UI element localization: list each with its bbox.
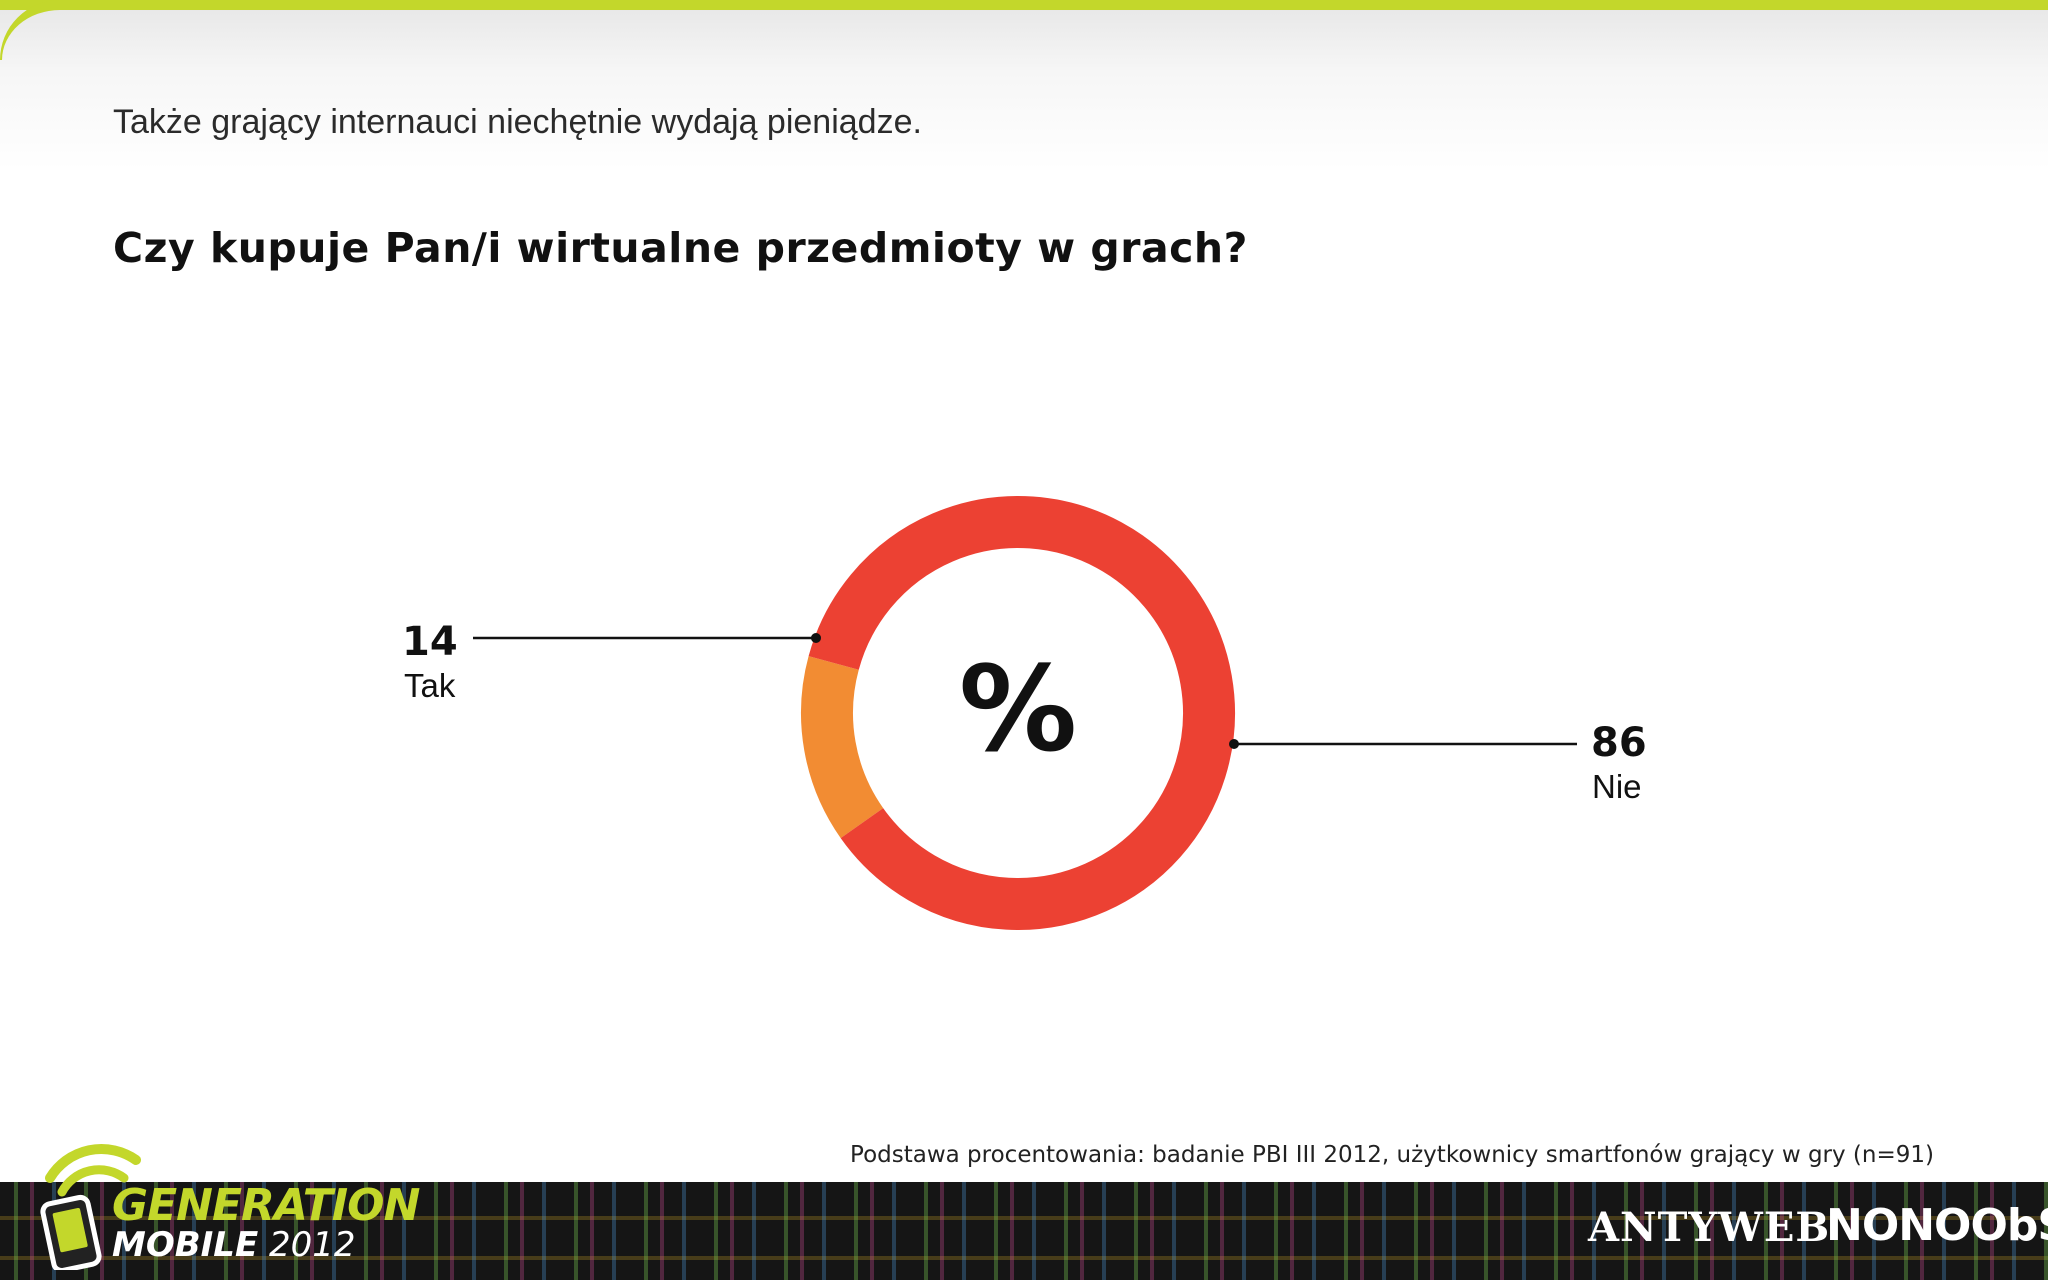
donut-center-label: %: [959, 640, 1077, 778]
slide-subtitle: Także grający internauci niechętnie wyda…: [113, 103, 922, 141]
slice-value-nie: 86: [1591, 720, 1647, 766]
source-note: Podstawa procentowania: badanie PBI III …: [850, 1142, 1934, 1168]
top-accent-bar: [0, 0, 2048, 10]
slice-value-tak: 14: [402, 619, 458, 665]
partner-logo-antyweb: ANTYWEB: [1588, 1204, 1831, 1251]
donut-slice-nie: [808, 496, 1235, 930]
leader-dot-tak: [811, 633, 821, 643]
donut-slices: [801, 496, 1235, 930]
slice-label-nie: Nie: [1592, 768, 1642, 805]
chart-title: Czy kupuje Pan/i wirtualne przedmioty w …: [113, 224, 1248, 272]
logo-generation-text: GENERATION: [112, 1180, 420, 1231]
slice-label-tak: Tak: [404, 667, 456, 704]
logo-year: 2012: [269, 1225, 356, 1265]
logo-mobile-word: MOBILE: [112, 1225, 259, 1265]
footer-banner: [0, 1182, 2048, 1280]
donut-chart: % 14 Tak 86 Nie: [402, 496, 1647, 930]
phone-signal-icon: [40, 1144, 141, 1270]
logo-mobile-text: MOBILE 2012: [112, 1228, 356, 1262]
leader-dot-nie: [1229, 739, 1239, 749]
partner-logo-nonoobs: NONOObS: [1826, 1200, 2048, 1251]
donut-slice-tak: [801, 656, 884, 839]
